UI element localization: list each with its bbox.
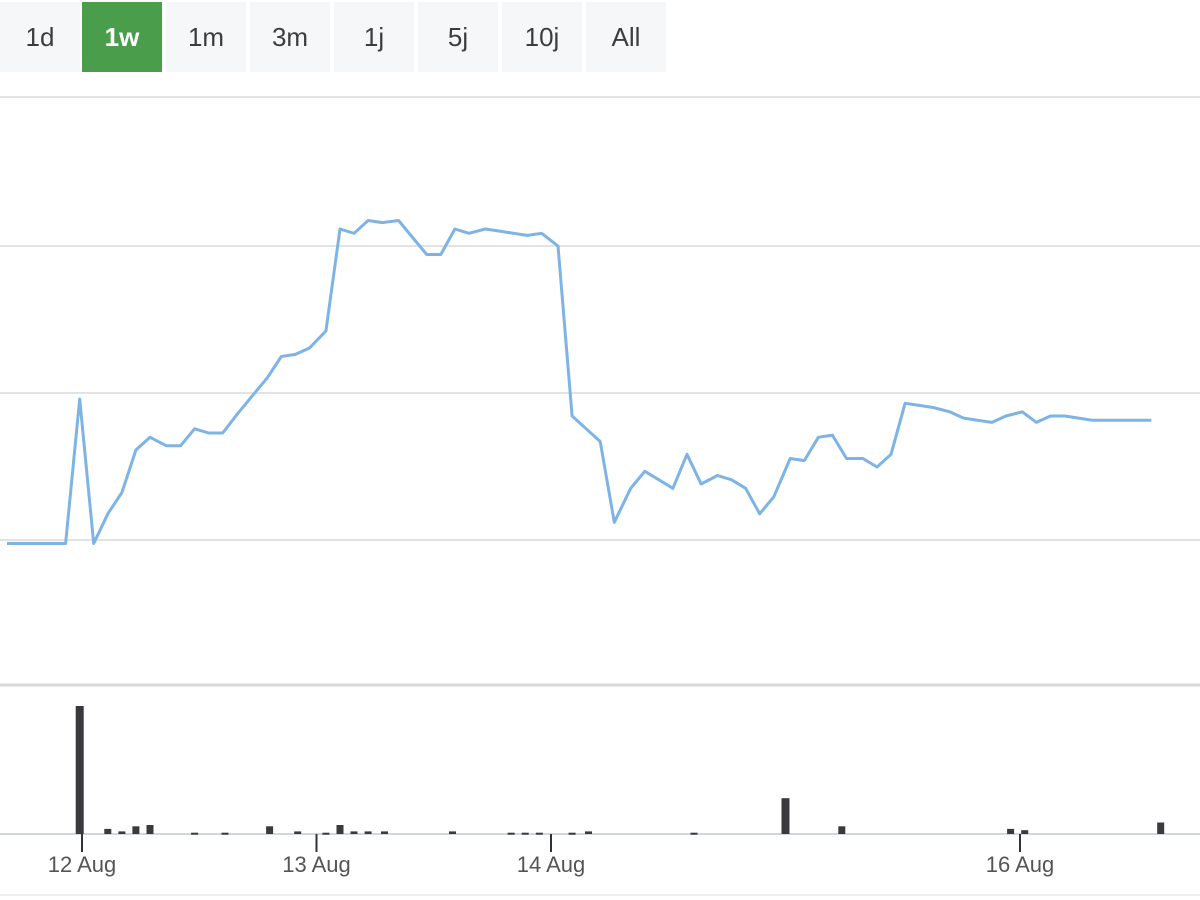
- volume-bar-25: [1157, 822, 1165, 834]
- volume-bar-12: [364, 831, 372, 834]
- volume-bar-3: [132, 826, 140, 834]
- volume-bar-15: [507, 832, 515, 835]
- volume-bar-2: [118, 831, 126, 834]
- range-selector: 1d 1w 1m 3m 1j 5j 10j All: [0, 0, 1200, 72]
- volume-bar-8: [294, 831, 302, 834]
- volume-bar-5: [191, 832, 199, 835]
- volume-bar-10: [336, 825, 344, 834]
- volume-bar-6: [221, 832, 229, 835]
- volume-bar-24: [1021, 830, 1029, 834]
- range-button-all[interactable]: All: [586, 2, 666, 72]
- x-tick-label-3: 16 Aug: [986, 852, 1055, 877]
- range-button-3m[interactable]: 3m: [250, 2, 330, 72]
- volume-bar-4: [146, 825, 154, 834]
- volume-bar-22: [838, 826, 846, 834]
- volume-bar-9: [322, 832, 330, 835]
- volume-bar-18: [568, 832, 576, 835]
- volume-frame: [0, 833, 1200, 896]
- volume-bar-16: [521, 832, 529, 835]
- volume-bar-20: [690, 832, 698, 835]
- range-button-10j[interactable]: 10j: [502, 2, 582, 72]
- x-tick-label-2: 14 Aug: [517, 852, 586, 877]
- volume-bar-0: [75, 706, 84, 834]
- x-tick-label-1: 13 Aug: [282, 852, 351, 877]
- range-button-5j[interactable]: 5j: [418, 2, 498, 72]
- range-button-1d[interactable]: 1d: [0, 2, 80, 72]
- volume-bar-21: [781, 798, 790, 834]
- range-button-1w[interactable]: 1w: [82, 2, 162, 72]
- range-button-1m[interactable]: 1m: [166, 2, 246, 72]
- volume-bars: [75, 706, 1165, 835]
- volume-bar-1: [104, 828, 112, 834]
- volume-bar-17: [535, 832, 543, 835]
- volume-bar-13: [381, 831, 388, 834]
- price-line: [7, 219, 1152, 545]
- volume-bar-7: [266, 826, 274, 834]
- price-grid: [0, 96, 1200, 687]
- volume-bar-23: [1007, 828, 1015, 834]
- range-button-1j[interactable]: 1j: [334, 2, 414, 72]
- x-tick-label-0: 12 Aug: [48, 852, 117, 877]
- volume-bar-14: [449, 831, 456, 834]
- volume-bar-19: [585, 831, 592, 834]
- volume-bar-11: [350, 831, 358, 834]
